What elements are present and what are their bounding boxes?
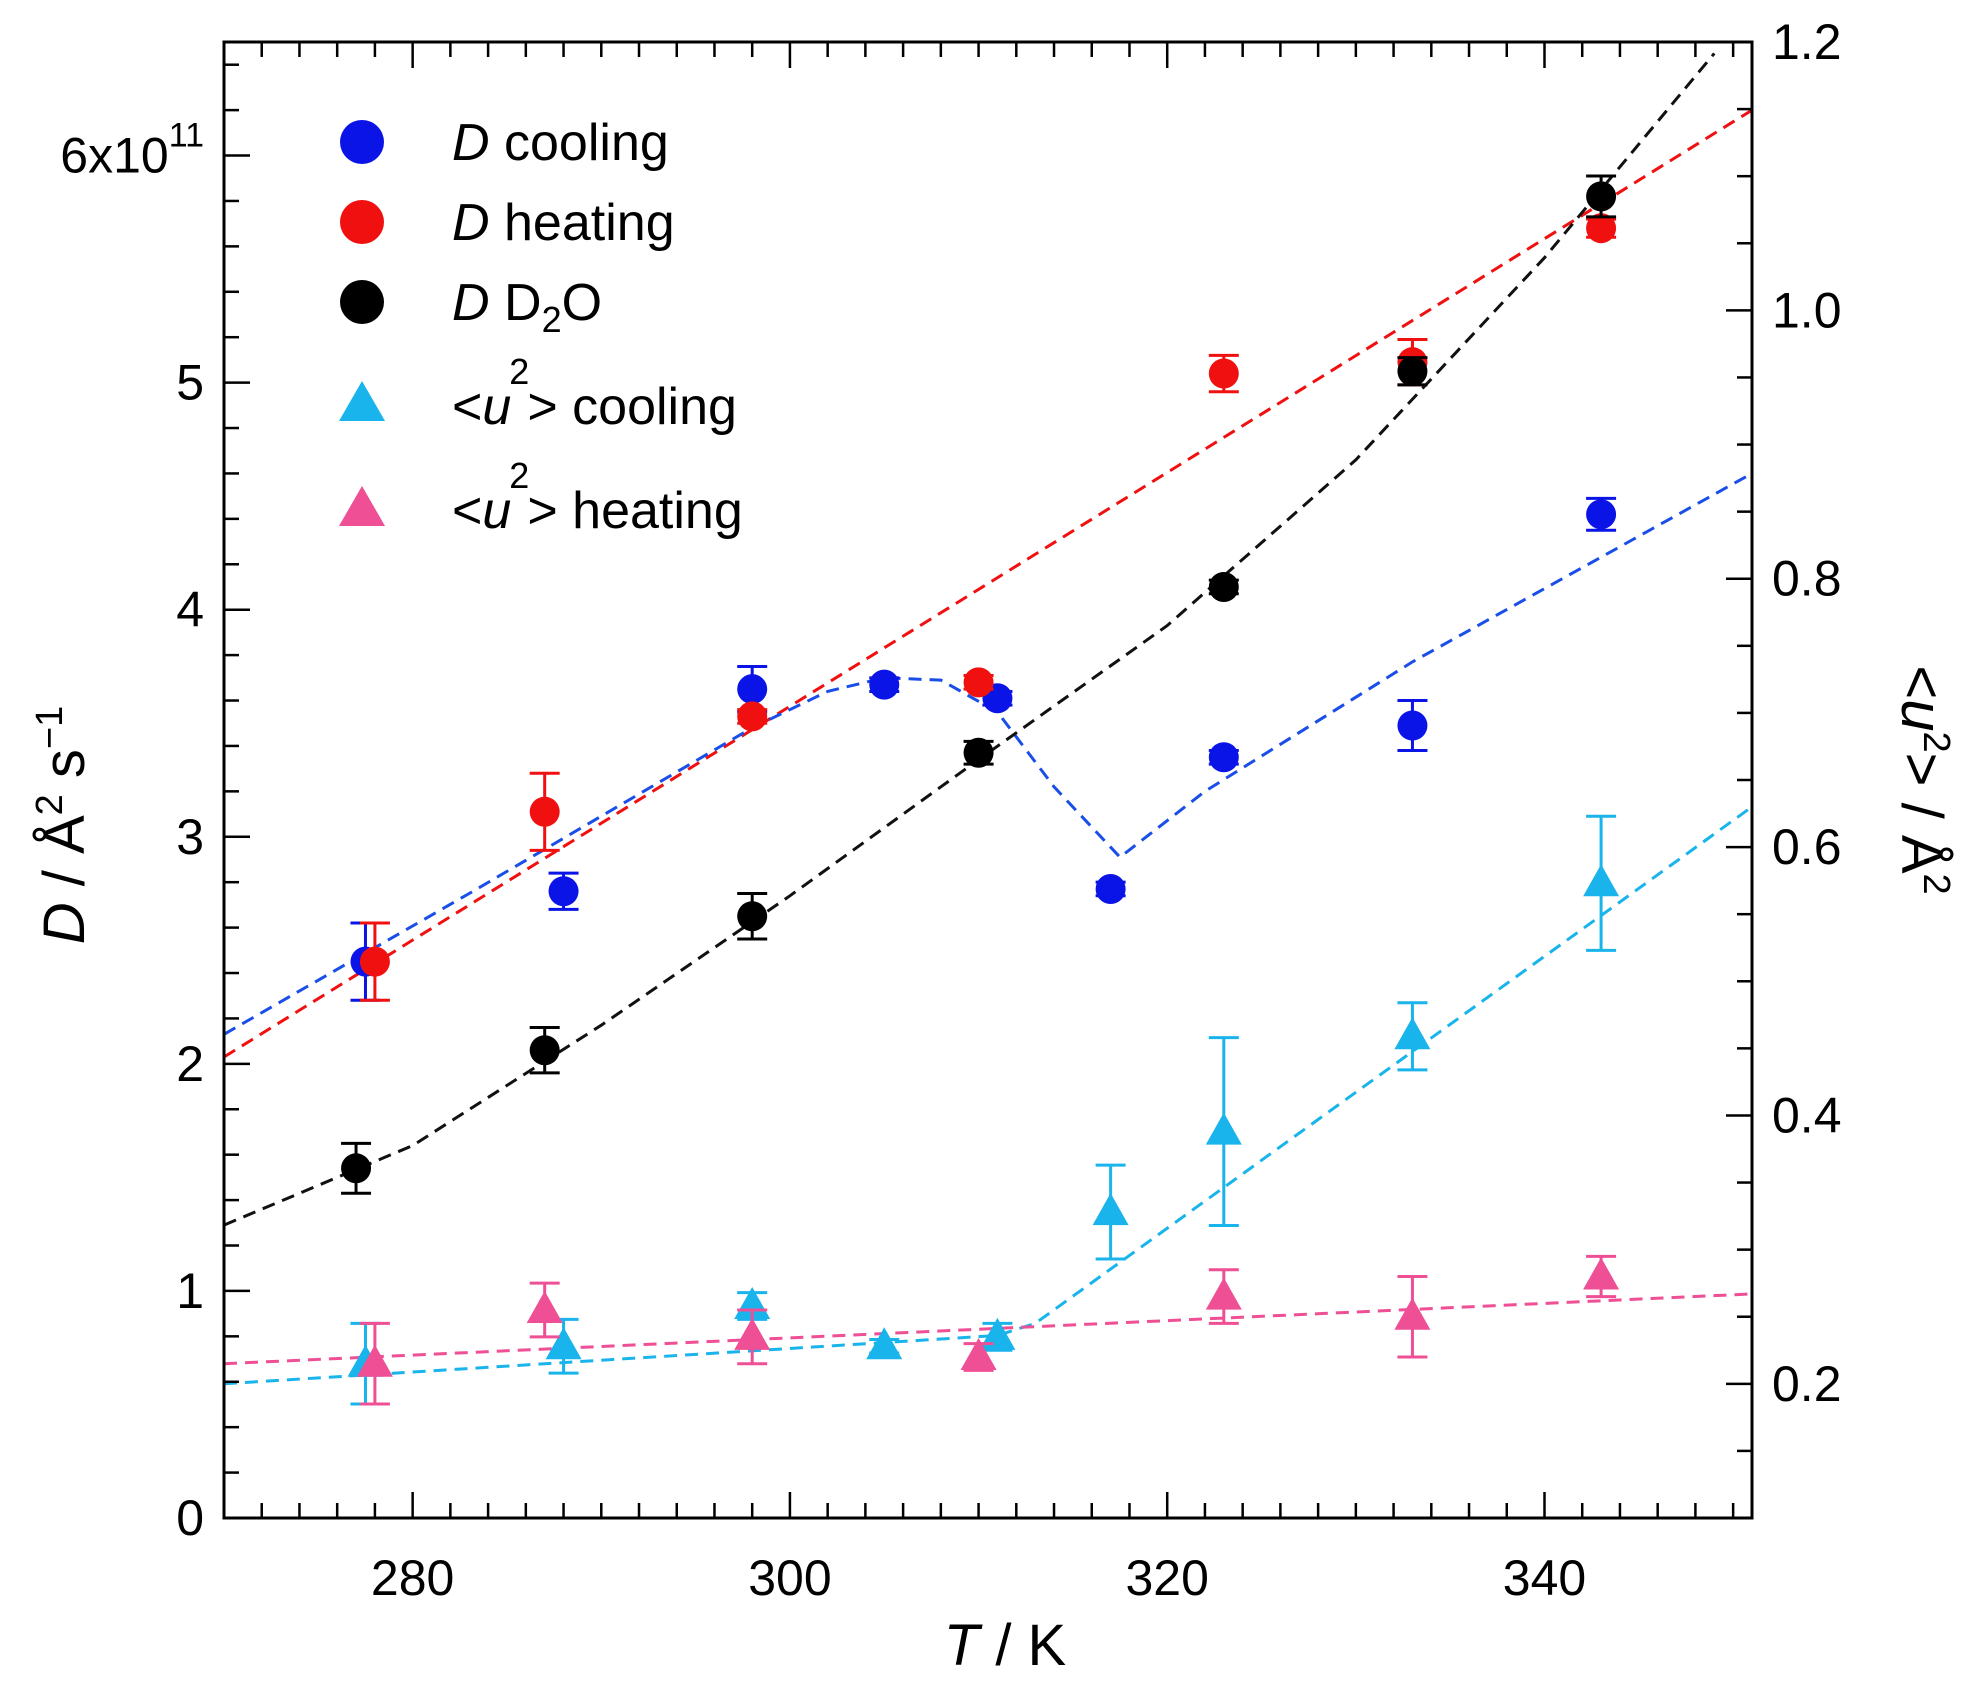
data-point-series-3 (979, 1317, 1016, 1350)
right-y-tick-label: 1.2 (1772, 14, 1842, 70)
left-y-tick-label: 2 (176, 1036, 204, 1092)
fit-line-3 (224, 805, 1752, 1386)
data-point-series-1 (529, 796, 560, 827)
data-point-series-4 (356, 1344, 393, 1377)
tick-labels: 280 300 320 340 0 1 2 3 4 5 6x1011 0.2 0.4 0.6 0.8 1.0 1… (60, 14, 1841, 1606)
legend-marker-d-heating (340, 200, 384, 244)
data-point-series-3 (866, 1327, 903, 1360)
data-point-series-1 (737, 701, 768, 732)
data-point-series-4 (526, 1291, 563, 1323)
fit-line-4 (224, 1292, 1752, 1366)
legend-marker-u2-cooling (339, 381, 385, 421)
data-point-series-3 (1583, 864, 1620, 897)
legend-label-d-d2o: D D2O (452, 274, 602, 340)
left-y-tick-label: 4 (176, 582, 204, 638)
axis-ticks (224, 40, 1752, 1520)
x-tick-label: 280 (371, 1550, 454, 1606)
plot-border (222, 40, 1754, 1520)
right-y-tick-label: 0.4 (1772, 1087, 1842, 1143)
legend: D cooling D heating D D2O <u2 > cooling <… (339, 114, 743, 540)
left-y-tick-label: 3 (176, 809, 204, 865)
right-y-tick-label: 0.2 (1772, 1356, 1842, 1412)
right-y-axis-title: <u2> / Å2 (1889, 665, 1957, 894)
legend-label-d-cooling: D cooling (452, 114, 669, 172)
data-point-series-2 (1586, 181, 1617, 212)
legend-label-u2-cooling: <u2 > cooling (452, 351, 737, 436)
legend-marker-d-cooling (340, 120, 384, 164)
data-point-series-0 (737, 674, 768, 705)
left-y-tick-label: 6x1011 (60, 117, 204, 184)
data-points (341, 174, 1620, 1406)
right-y-tick-label: 0.8 (1772, 551, 1842, 607)
data-point-series-3 (545, 1327, 582, 1360)
fit-line-1 (224, 472, 1752, 1036)
x-tick-label: 320 (1125, 1550, 1208, 1606)
data-point-series-4 (1394, 1297, 1431, 1330)
left-y-tick-label: 5 (176, 355, 204, 411)
left-y-axis-title: D / Å2 s−1 (29, 706, 97, 945)
fit-line-0 (224, 108, 1752, 1059)
legend-marker-d-d2o (340, 280, 384, 324)
data-point-series-4 (1583, 1257, 1620, 1290)
data-point-series-2 (529, 1035, 560, 1066)
data-point-series-0 (869, 669, 900, 700)
data-point-series-3 (1092, 1193, 1129, 1226)
fit-line-2 (224, 52, 1716, 1227)
right-y-tick-label: 1.0 (1772, 282, 1842, 338)
data-point-series-3 (1205, 1112, 1242, 1145)
data-point-series-1 (359, 946, 390, 977)
x-tick-label: 300 (748, 1550, 831, 1606)
legend-label-u2-heating: <u2 > heating (452, 455, 743, 540)
data-point-series-4 (734, 1317, 771, 1350)
data-point-series-0 (1586, 499, 1617, 530)
x-axis-title: T / K (944, 1613, 1067, 1678)
data-point-series-2 (1208, 571, 1239, 602)
data-point-series-4 (960, 1338, 997, 1370)
data-point-series-0 (1095, 873, 1126, 904)
right-y-tick-label: 0.6 (1772, 819, 1842, 875)
legend-marker-u2-heating (339, 486, 385, 526)
data-point-series-0 (1397, 710, 1428, 741)
data-point-series-2 (1397, 356, 1428, 387)
data-point-series-2 (737, 901, 768, 932)
data-point-series-1 (1586, 213, 1617, 244)
data-point-series-1 (963, 667, 994, 698)
left-y-tick-label: 0 (176, 1490, 204, 1546)
data-point-series-0 (548, 876, 579, 907)
plot-frame (222, 40, 1754, 1520)
fit-lines (224, 52, 1752, 1386)
x-tick-label: 340 (1503, 1550, 1586, 1606)
data-point-series-4 (1205, 1277, 1242, 1310)
data-point-series-2 (963, 737, 994, 768)
data-point-series-3 (1394, 1017, 1431, 1050)
left-y-tick-label: 1 (176, 1263, 204, 1319)
data-point-series-1 (1208, 358, 1239, 389)
data-point-series-2 (341, 1153, 372, 1184)
left-y-exponent: 11 (169, 117, 204, 155)
data-point-series-0 (1208, 742, 1239, 773)
legend-label-d-heating: D heating (452, 194, 675, 252)
